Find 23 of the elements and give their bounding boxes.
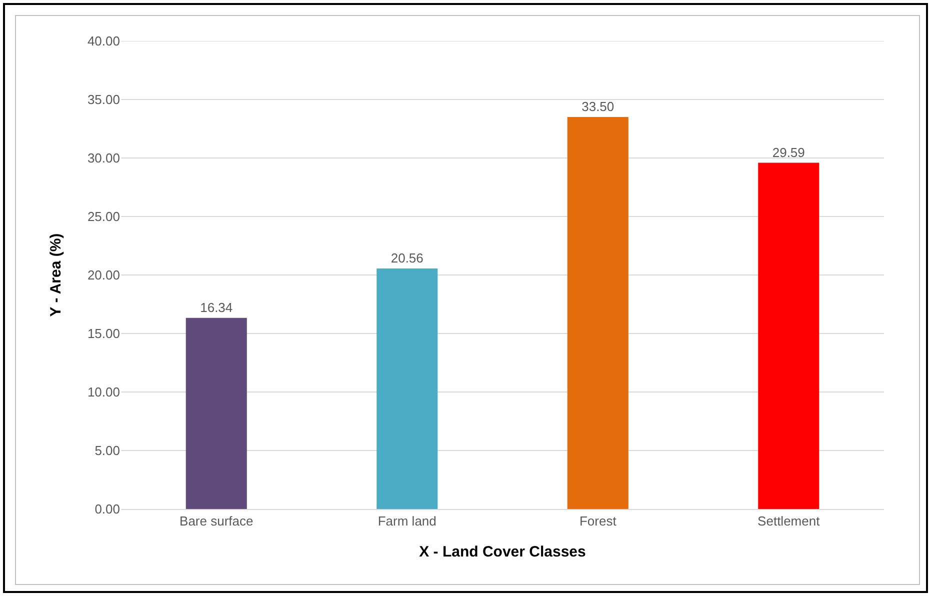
x-tick-label: Bare surface <box>180 514 254 529</box>
y-tick-label: 35.00 <box>87 92 120 108</box>
bar <box>186 318 247 509</box>
y-tick-label: 15.00 <box>87 326 120 342</box>
x-tick-label: Forest <box>579 514 617 529</box>
data-label: 16.34 <box>200 300 233 315</box>
x-tick-label: Farm land <box>378 514 436 529</box>
bar <box>567 117 628 509</box>
y-tick-label: 5.00 <box>94 443 120 458</box>
x-tick-label: Settlement <box>758 514 820 529</box>
bar <box>758 162 820 509</box>
y-tick-label: 0.00 <box>94 502 120 517</box>
data-label: 29.59 <box>772 144 805 160</box>
y-tick-label: 25.00 <box>87 209 120 224</box>
y-axis-title: Y - Area (%) <box>48 233 65 317</box>
y-tick-label: 40.00 <box>87 34 120 49</box>
x-axis-title: X - Land Cover Classes <box>419 544 586 561</box>
data-label: 33.50 <box>582 99 614 114</box>
data-label: 20.56 <box>390 250 424 266</box>
y-tick-label: 30.00 <box>87 150 120 166</box>
y-tick-label: 10.00 <box>87 384 120 400</box>
bar <box>376 268 438 509</box>
y-tick-label: 20.00 <box>87 268 120 283</box>
